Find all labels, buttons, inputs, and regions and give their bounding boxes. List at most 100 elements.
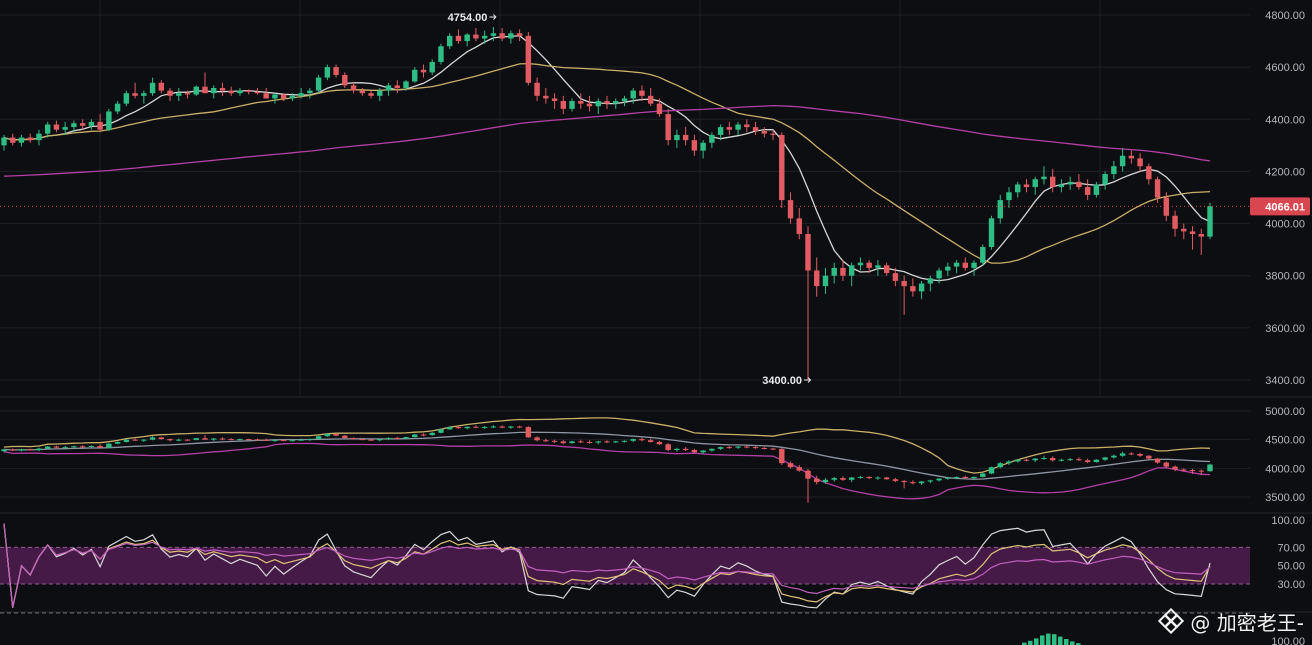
- candle[interactable]: [936, 267, 942, 284]
- candle[interactable]: [1207, 202, 1213, 240]
- candle[interactable]: [1189, 226, 1196, 250]
- candle[interactable]: [368, 90, 374, 99]
- candle[interactable]: [420, 64, 427, 78]
- candle[interactable]: [656, 98, 663, 117]
- candle[interactable]: [289, 93, 296, 102]
- candle[interactable]: [840, 260, 846, 281]
- candle[interactable]: [997, 194, 1003, 224]
- candle[interactable]: [307, 88, 313, 99]
- candle[interactable]: [927, 275, 934, 292]
- candle[interactable]: [429, 59, 435, 75]
- candle[interactable]: [971, 260, 977, 276]
- candle[interactable]: [193, 85, 199, 96]
- candle[interactable]: [814, 257, 820, 297]
- candle[interactable]: [516, 29, 523, 42]
- candle[interactable]: [551, 93, 558, 109]
- candle[interactable]: [647, 88, 654, 107]
- candle[interactable]: [639, 85, 645, 102]
- candle[interactable]: [1119, 147, 1126, 172]
- candle[interactable]: [831, 262, 837, 284]
- candle[interactable]: [525, 31, 532, 86]
- candle[interactable]: [682, 127, 689, 146]
- candle[interactable]: [412, 67, 418, 83]
- candle[interactable]: [770, 129, 776, 141]
- candle[interactable]: [752, 121, 759, 135]
- candle[interactable]: [455, 29, 462, 44]
- candle[interactable]: [508, 30, 514, 44]
- candle[interactable]: [560, 95, 567, 115]
- candle[interactable]: [53, 120, 60, 133]
- candle[interactable]: [630, 88, 636, 104]
- candle[interactable]: [595, 98, 601, 115]
- candle[interactable]: [473, 28, 479, 42]
- candle[interactable]: [490, 26, 497, 42]
- candle[interactable]: [350, 82, 357, 94]
- candle[interactable]: [211, 85, 217, 99]
- candle[interactable]: [787, 192, 794, 224]
- candle[interactable]: [1163, 192, 1170, 221]
- candle[interactable]: [1172, 210, 1178, 237]
- candle[interactable]: [1102, 171, 1108, 190]
- candle[interactable]: [359, 88, 366, 96]
- candle[interactable]: [106, 108, 112, 132]
- candle[interactable]: [202, 72, 208, 94]
- candle[interactable]: [744, 119, 750, 133]
- candle[interactable]: [857, 257, 864, 271]
- candle[interactable]: [779, 132, 785, 208]
- candle[interactable]: [1137, 153, 1143, 172]
- candle[interactable]: [534, 77, 540, 102]
- candle[interactable]: [44, 121, 51, 138]
- candle[interactable]: [1041, 166, 1047, 185]
- candle[interactable]: [394, 80, 400, 94]
- candle[interactable]: [499, 28, 505, 42]
- candle[interactable]: [761, 127, 768, 138]
- candle[interactable]: [18, 134, 25, 147]
- candle[interactable]: [883, 262, 890, 276]
- candle[interactable]: [481, 30, 488, 44]
- candle[interactable]: [962, 257, 969, 271]
- candle[interactable]: [27, 133, 33, 143]
- candle[interactable]: [123, 90, 130, 107]
- candle[interactable]: [438, 43, 444, 65]
- candle[interactable]: [446, 33, 453, 49]
- candle[interactable]: [848, 262, 855, 287]
- candle[interactable]: [866, 260, 872, 274]
- candle[interactable]: [36, 129, 42, 146]
- candle[interactable]: [717, 124, 724, 141]
- candle[interactable]: [114, 101, 121, 115]
- candle[interactable]: [621, 95, 628, 107]
- candle[interactable]: [1049, 168, 1056, 193]
- candle[interactable]: [1111, 161, 1117, 180]
- candle[interactable]: [280, 93, 287, 102]
- candle[interactable]: [132, 82, 138, 99]
- candles[interactable]: [1, 26, 1213, 380]
- candle[interactable]: [1128, 150, 1135, 164]
- candle[interactable]: [543, 88, 549, 104]
- candle[interactable]: [377, 88, 383, 102]
- candle[interactable]: [228, 86, 234, 96]
- candle[interactable]: [918, 280, 925, 300]
- candle[interactable]: [272, 93, 278, 104]
- candle[interactable]: [1076, 174, 1082, 190]
- candle[interactable]: [324, 64, 331, 81]
- candle[interactable]: [88, 119, 95, 130]
- candle[interactable]: [700, 140, 706, 159]
- candle[interactable]: [578, 93, 584, 109]
- candle[interactable]: [1, 134, 7, 151]
- candle[interactable]: [604, 95, 610, 109]
- candle[interactable]: [10, 133, 16, 146]
- candle[interactable]: [910, 278, 916, 297]
- candle[interactable]: [1058, 179, 1065, 193]
- candle[interactable]: [796, 207, 802, 240]
- candle[interactable]: [1084, 179, 1091, 201]
- candle[interactable]: [709, 132, 715, 148]
- candle[interactable]: [1006, 187, 1012, 208]
- candle[interactable]: [219, 82, 226, 96]
- candle[interactable]: [735, 121, 741, 135]
- candle[interactable]: [875, 260, 881, 276]
- candle[interactable]: [822, 267, 829, 294]
- candle[interactable]: [1146, 163, 1152, 185]
- candle[interactable]: [901, 275, 907, 315]
- candle[interactable]: [674, 129, 680, 148]
- candle[interactable]: [333, 64, 339, 78]
